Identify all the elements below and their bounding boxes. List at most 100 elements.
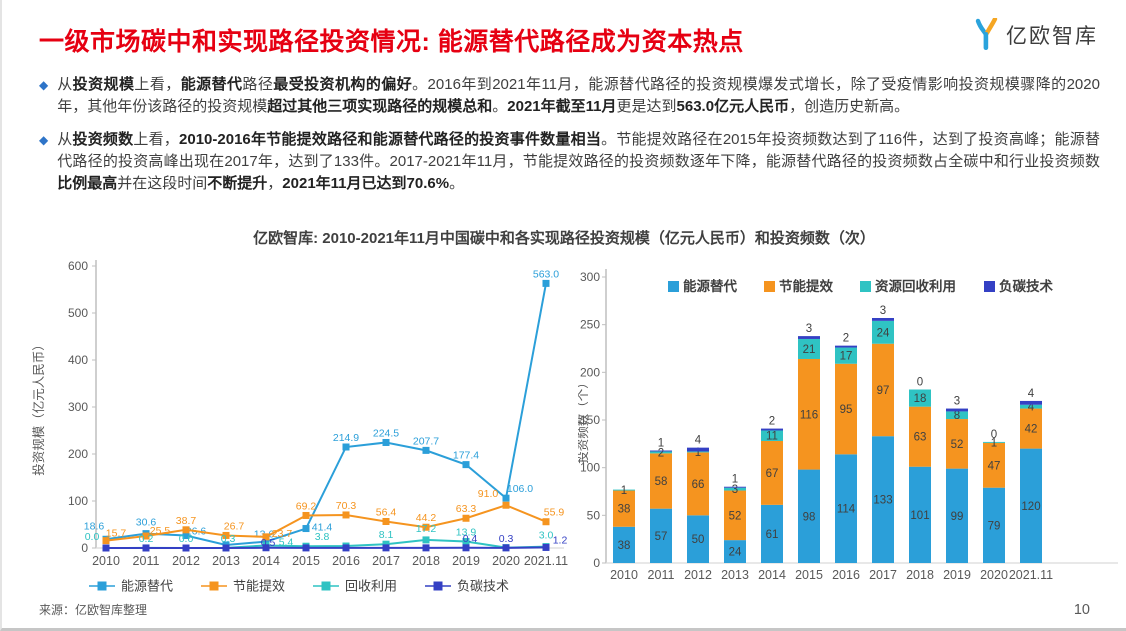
- data-point: [222, 531, 230, 539]
- data-point: [342, 511, 350, 519]
- legend-item-recycle: 回收利用: [313, 579, 397, 594]
- data-point: [102, 537, 110, 545]
- svg-text:97: 97: [877, 385, 890, 397]
- svg-text:114: 114: [837, 504, 856, 516]
- svg-text:2012: 2012: [684, 568, 712, 582]
- line-series-energy: 18.630.626.613.641.4214.9224.5207.7177.4…: [84, 268, 559, 549]
- svg-text:0: 0: [593, 556, 600, 570]
- data-label: 1.2: [553, 534, 568, 546]
- svg-text:2016: 2016: [332, 554, 360, 568]
- bullet-item: ◆ 从投资规模上看，能源替代路径最受投资机构的偏好。2016年到2021年11月，…: [39, 74, 1100, 118]
- legend-item-energy: 能源替代: [89, 579, 173, 594]
- svg-text:100: 100: [68, 494, 88, 508]
- svg-text:17: 17: [840, 351, 853, 363]
- data-label: 214.9: [333, 432, 359, 444]
- legend-item-negative: 负碳技术: [425, 579, 509, 594]
- data-label: 30.6: [136, 517, 157, 529]
- svg-text:2013: 2013: [721, 568, 749, 582]
- data-label: 56.4: [376, 506, 397, 518]
- data-label: 25.5: [150, 525, 171, 537]
- header: 一级市场碳中和实现路径投资情况: 能源替代路径成为资本热点 亿欧智库: [39, 16, 1098, 58]
- svg-text:300: 300: [68, 400, 88, 414]
- svg-text:50: 50: [587, 508, 601, 522]
- data-label: 15.7: [106, 528, 127, 540]
- svg-text:200: 200: [68, 447, 88, 461]
- bar-2016: 114 95 17 2: [835, 333, 857, 563]
- svg-text:8: 8: [954, 410, 960, 422]
- bullet-diamond-icon: ◆: [39, 78, 49, 92]
- svg-text:101: 101: [910, 510, 929, 522]
- data-label: 0.0: [85, 531, 100, 543]
- svg-text:2011: 2011: [133, 554, 160, 568]
- investment-scale-line-chart: 0 100 200 300 400 500 600 投资规模（亿元人民币） 2010 2011 20…: [31, 259, 568, 594]
- svg-text:500: 500: [68, 306, 88, 320]
- data-label: 23.7: [272, 528, 293, 540]
- svg-text:2020: 2020: [492, 554, 520, 568]
- data-point: [462, 537, 470, 545]
- data-label: 70.3: [336, 500, 357, 512]
- data-point: [382, 517, 390, 525]
- svg-text:负碳技术: 负碳技术: [457, 579, 509, 594]
- data-label: 0.3: [221, 533, 236, 545]
- svg-text:2: 2: [769, 416, 775, 428]
- svg-text:98: 98: [803, 511, 816, 523]
- svg-text:2014: 2014: [758, 568, 786, 582]
- bar-2019: 99 52 8 3: [946, 396, 968, 563]
- bar-2013: 24 52 31: [724, 474, 746, 563]
- data-point: [222, 544, 230, 552]
- data-point: [182, 544, 190, 552]
- svg-text:50: 50: [692, 534, 705, 546]
- bar-2017: 133 97 24 3: [872, 305, 894, 563]
- data-label: 17.2: [416, 523, 437, 535]
- data-point: [342, 443, 350, 451]
- data-point: [542, 543, 550, 551]
- summary-bullets: ◆ 从投资规模上看，能源替代路径最受投资机构的偏好。2016年到2021年11月，…: [39, 74, 1100, 206]
- data-point: [382, 438, 390, 446]
- data-point: [422, 446, 430, 454]
- svg-text:3: 3: [732, 484, 738, 496]
- data-label: 63.3: [456, 503, 477, 515]
- data-label: 3.0: [539, 530, 554, 542]
- svg-text:2019: 2019: [452, 554, 480, 568]
- svg-text:2010: 2010: [610, 568, 638, 582]
- svg-text:120: 120: [1021, 501, 1040, 513]
- svg-text:67: 67: [766, 468, 779, 480]
- svg-text:2012: 2012: [172, 554, 200, 568]
- data-label: 0.0: [179, 533, 194, 545]
- svg-text:61: 61: [766, 529, 779, 541]
- svg-text:3: 3: [880, 305, 886, 317]
- svg-text:1: 1: [695, 447, 701, 459]
- svg-text:99: 99: [951, 511, 964, 523]
- data-label: 55.9: [544, 507, 565, 519]
- data-point: [262, 538, 270, 546]
- line-series-negative: 0.5 0.4 0.3 1.2: [102, 533, 568, 552]
- data-point: [142, 544, 150, 552]
- svg-text:节能提效: 节能提效: [233, 579, 285, 594]
- data-point: [342, 544, 350, 552]
- svg-text:节能提效: 节能提效: [779, 278, 833, 294]
- data-point: [302, 525, 310, 533]
- data-label: 44.2: [416, 512, 437, 524]
- line-series-efficiency: 15.7 25.5 38.7 26.7 23.7 69.2 70.3 56.4 44.2 63.3…: [102, 488, 565, 545]
- bar-2010: 38 38 1: [613, 485, 635, 563]
- source-note: 来源：亿欧智库整理: [39, 603, 148, 617]
- bar-2011: 57 58 21: [650, 438, 672, 563]
- bullet-text: 从投资规模上看，能源替代路径最受投资机构的偏好。2016年到2021年11月，能…: [57, 76, 1100, 115]
- svg-text:200: 200: [580, 365, 600, 379]
- data-label: 177.4: [453, 450, 479, 462]
- yiou-logo-icon: [975, 18, 998, 50]
- data-label: 8.1: [379, 529, 394, 541]
- data-label: 106.0: [507, 483, 533, 495]
- page-number: 10: [1073, 602, 1090, 618]
- svg-text:24: 24: [877, 327, 890, 339]
- data-label: 0.5: [261, 537, 276, 549]
- data-label: 0.3: [499, 533, 514, 545]
- svg-text:24: 24: [729, 547, 742, 559]
- svg-text:18: 18: [914, 393, 927, 405]
- svg-text:能源替代: 能源替代: [121, 579, 173, 594]
- svg-text:4: 4: [1028, 388, 1035, 400]
- svg-text:0: 0: [81, 541, 88, 555]
- svg-text:3: 3: [954, 396, 960, 408]
- svg-text:4: 4: [1028, 402, 1035, 414]
